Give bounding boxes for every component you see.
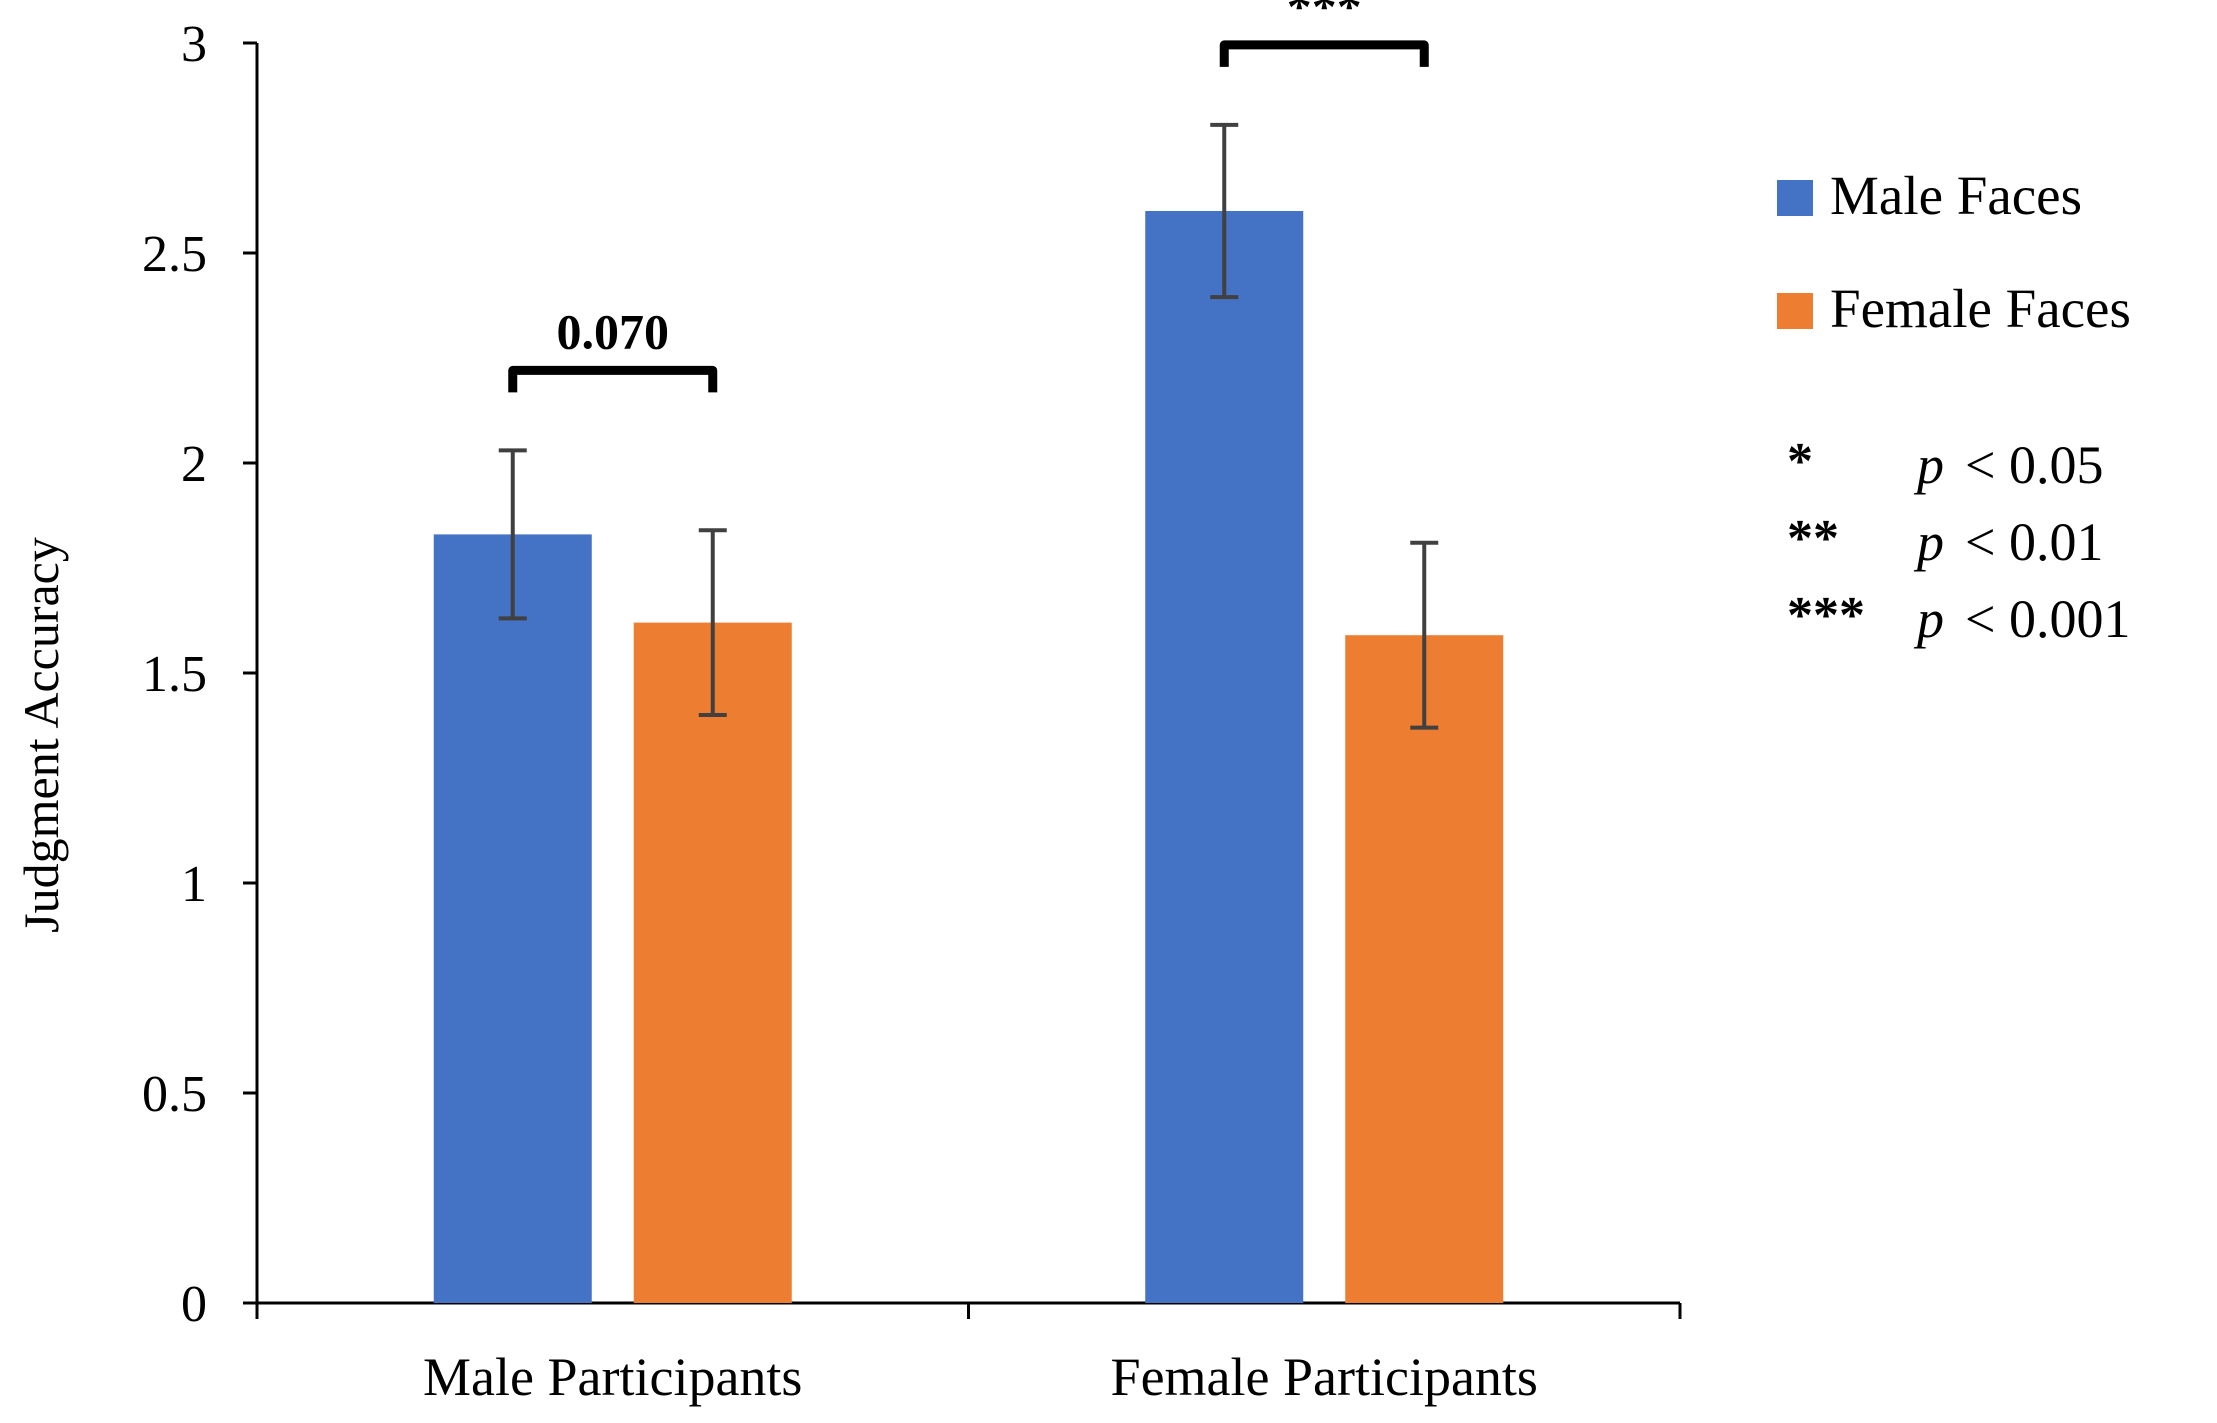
error-bars [498,122,1439,730]
significance-key: * p < 0.05 ** p < 0.01 *** p < 0.001 [1787,433,2130,649]
sig-key-p-2: p [1913,512,1944,572]
sig-key-stars-3: *** [1787,587,1865,644]
sig-key-threshold-3: < 0.001 [1965,589,2130,649]
y-axis-label: Judgment Accuracy [13,537,69,933]
significance-label: 0.070 [557,303,670,359]
y-tick-label: 0 [181,1276,207,1333]
bar-male-faces-2 [1145,211,1304,1303]
y-tick-label: 2 [181,436,207,493]
sig-key-p-1: p [1913,435,1944,495]
bars [433,211,1504,1303]
legend-swatch-female-faces [1777,293,1813,329]
axes: 0 0.5 1 1.5 2 2.5 3 Male Participants Female Par… [142,16,1682,1407]
y-tick-label: 3 [181,16,207,73]
significance-bracket [508,365,718,393]
sig-key-stars-2: ** [1787,510,1839,567]
significance-label: *** [1287,0,1362,34]
x-tick-label: Male Participants [423,1347,802,1407]
x-tick-label: Female Participants [1111,1347,1538,1407]
bar-female-faces-1 [633,622,792,1303]
legend-swatch-male-faces [1777,180,1813,216]
significance-bracket [1219,40,1429,67]
legend-label-female-faces: Female Faces [1830,278,2131,339]
y-tick-label: 2.5 [142,226,207,283]
sig-key-p-3: p [1913,589,1944,649]
y-tick-label: 0.5 [142,1066,207,1123]
sig-key-threshold-2: < 0.01 [1965,512,2103,572]
sig-key-stars-1: * [1787,433,1813,490]
y-tick-label: 1.5 [142,646,207,703]
legend: Male Faces Female Faces [1777,165,2131,339]
bar-female-faces-2 [1345,635,1504,1303]
y-tick-label: 1 [181,856,207,913]
bar-male-faces-1 [433,534,592,1303]
significance-brackets: 0.070 *** [508,0,1429,393]
legend-label-male-faces: Male Faces [1830,165,2082,226]
sig-key-threshold-1: < 0.05 [1965,435,2103,495]
